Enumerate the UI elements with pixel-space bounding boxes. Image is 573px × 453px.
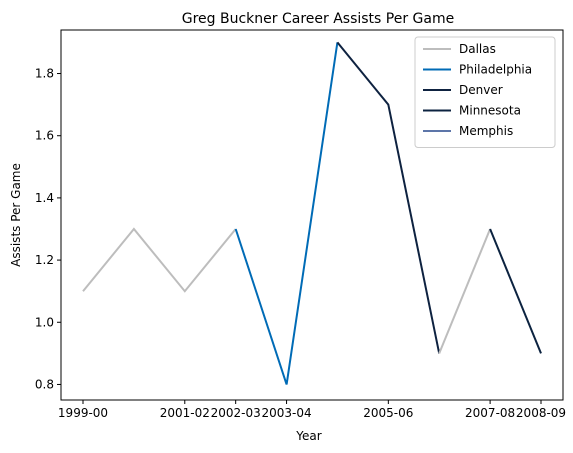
- plot-frame: [60, 29, 564, 401]
- x-tick-label: 2002-03: [211, 406, 261, 420]
- legend-label: Philadelphia: [459, 63, 532, 77]
- y-tick-label: 1.6: [35, 129, 54, 143]
- legend-label: Minnesota: [459, 104, 521, 118]
- y-tick-label: 1.2: [35, 253, 54, 267]
- legend-box: [414, 36, 556, 148]
- y-tick-label: 0.8: [35, 377, 54, 391]
- x-tick-label: 2003-04: [261, 406, 311, 420]
- y-tick-label: 1.4: [35, 191, 54, 205]
- x-tick-label: 2008-09: [516, 406, 566, 420]
- x-tick-label: 2005-06: [363, 406, 413, 420]
- y-axis: 0.8 1.0 1.2 1.4 1.6 1.8: [35, 67, 61, 391]
- legend-label: Denver: [459, 83, 503, 97]
- series-line-dallas-0: [82, 227, 237, 293]
- x-tick-label: 2007-08: [465, 406, 515, 420]
- legend-label: Memphis: [459, 124, 513, 138]
- x-axis-label: Year: [295, 429, 321, 443]
- plot-lines: [82, 41, 542, 385]
- chart-title: Greg Buckner Career Assists Per Game: [182, 11, 454, 27]
- x-tick-label: 1999-00: [58, 406, 108, 420]
- x-tick-label: 2001-02: [160, 406, 210, 420]
- legend: Dallas Philadelphia Denver Minnesota Memphis: [414, 36, 556, 148]
- x-axis: 1999-00 2001-02 2002-03 2003-04 2005-06 2007-…: [58, 400, 566, 420]
- series-line-minnesota-4: [489, 228, 542, 354]
- y-tick-label: 1.8: [35, 67, 54, 81]
- series-line-philadelphia-1: [234, 42, 339, 385]
- y-tick-label: 1.0: [35, 315, 54, 329]
- y-axis-label: Assists Per Game: [9, 163, 23, 267]
- series-line-dallas-3: [438, 228, 492, 354]
- legend-label: Dallas: [459, 42, 496, 56]
- series-line-denver-2: [336, 41, 441, 354]
